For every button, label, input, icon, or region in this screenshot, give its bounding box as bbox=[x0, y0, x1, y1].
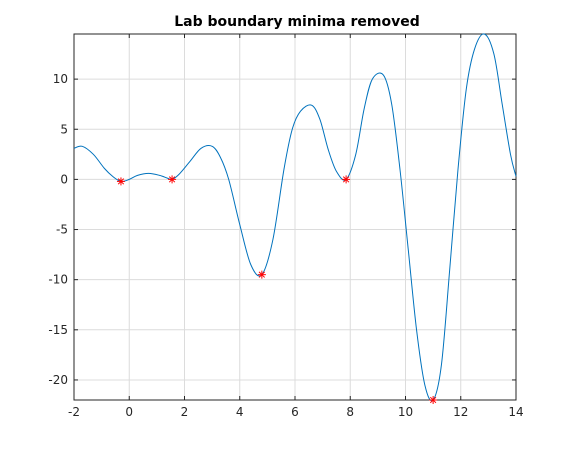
y-tick-label: -5 bbox=[56, 223, 68, 237]
x-tick-label: 4 bbox=[236, 405, 244, 419]
y-tick-label: -15 bbox=[48, 323, 68, 337]
x-tick-label: 6 bbox=[291, 405, 299, 419]
y-tick-label: 0 bbox=[60, 172, 68, 186]
y-tick-label: -10 bbox=[48, 273, 68, 287]
x-tick-label: 0 bbox=[125, 405, 133, 419]
y-tick-label: -20 bbox=[48, 373, 68, 387]
series-line bbox=[73, 33, 517, 402]
minimum-marker bbox=[342, 175, 351, 184]
y-tick-label: 10 bbox=[53, 72, 68, 86]
minimum-marker bbox=[257, 270, 266, 279]
minimum-marker bbox=[168, 175, 177, 184]
minimum-marker bbox=[429, 396, 438, 404]
x-tick-label: 10 bbox=[398, 405, 413, 419]
x-tick-label: 8 bbox=[346, 405, 354, 419]
y-tick-label: 5 bbox=[60, 122, 68, 136]
chart-title: Lab boundary minima removed bbox=[174, 14, 420, 30]
x-tick-label: 14 bbox=[508, 405, 523, 419]
minimum-marker bbox=[116, 177, 125, 186]
minima-markers bbox=[116, 175, 438, 404]
x-tick-label: 2 bbox=[181, 405, 189, 419]
grid bbox=[74, 34, 516, 400]
x-tick-label: -2 bbox=[68, 405, 80, 419]
x-tick-label: 12 bbox=[453, 405, 468, 419]
